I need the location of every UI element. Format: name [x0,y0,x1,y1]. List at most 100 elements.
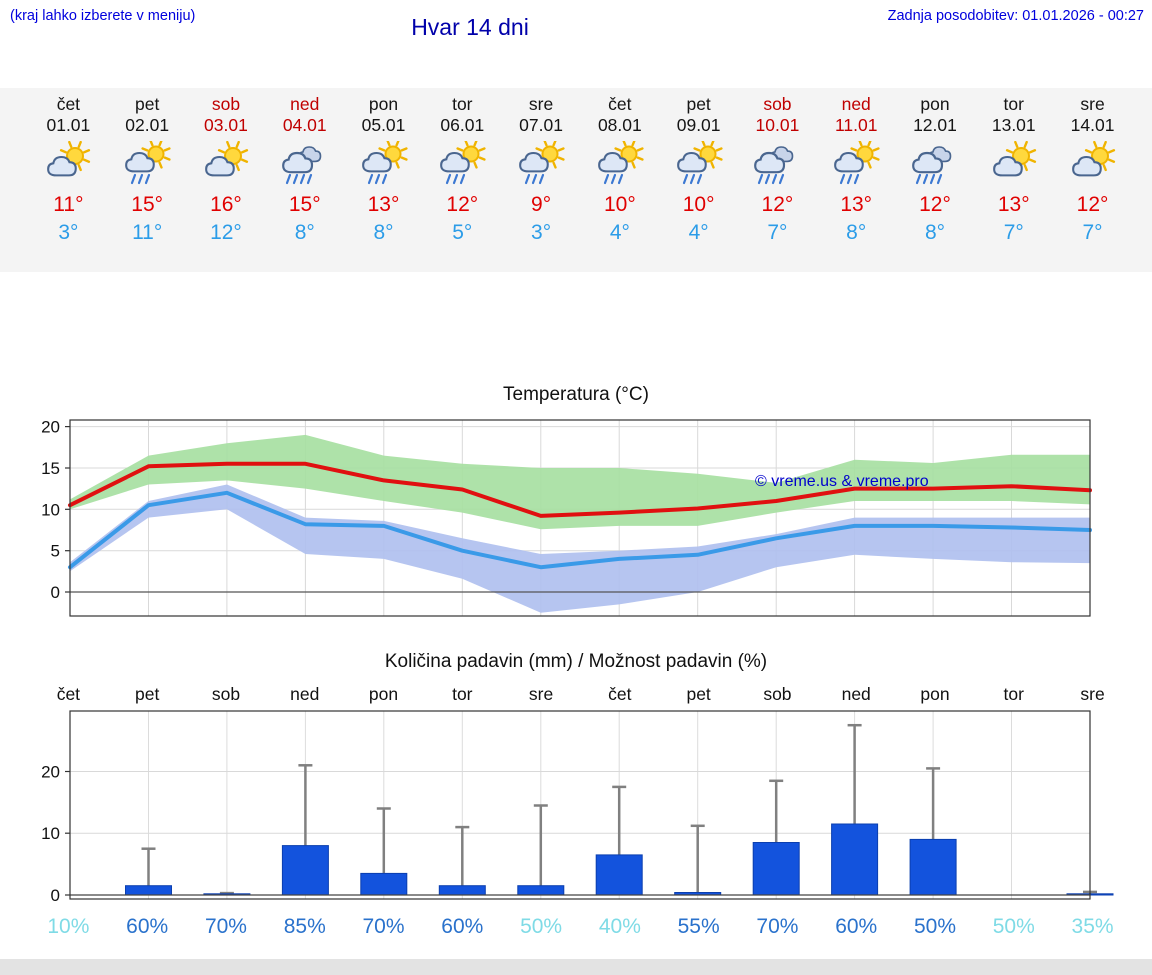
precip-day-label: sob [211,684,241,704]
day-name: ned [290,94,320,114]
low-temp: 8° [846,221,867,244]
high-temp: 10° [682,193,715,216]
precip-day-label: ned [841,684,871,704]
svg-text:10: 10 [41,824,60,843]
precip-day-label: čet [608,684,632,704]
precip-day-label: pet [686,684,711,704]
temperature-chart-block: Temperatura (°C) 0 5 10 15 20 © vreme.us & vr… [0,384,1152,627]
sun-cloud-glyph [1071,140,1115,177]
forecast-day-5: pon 05.01 13° 8° [344,94,423,272]
precip-bar [360,872,408,896]
precip-day-label: ned [290,684,320,704]
day-name: sre [528,94,554,114]
cloud-rain-icon [896,136,975,188]
day-date: 10.01 [755,115,800,135]
precip-day-labels-row: čet pet sob ned pon tor sre čet pet sob ned pon tor s… [0,681,1152,707]
precip-day-label: pon [368,684,399,704]
precip-bar [909,838,957,896]
precip-probability: 85% [283,915,326,938]
precip-probability: 70% [362,915,405,938]
low-temp: 7° [767,221,788,244]
forecast-strip: čet 01.01 11° 3° pet 02.01 15° 11° sob 03.01 16° 12… [0,88,1152,272]
low-temp: 4° [688,221,709,244]
watermark-link[interactable]: © vreme.us & vreme.pro [755,473,929,490]
sun-cloud-rain-glyph [519,139,565,185]
precipitation-chart-block: Količina padavin (mm) / Možnost padavin … [0,651,1152,944]
sun-cloud-rain-glyph [676,139,723,185]
sun-cloud-glyph [47,140,91,177]
day-name: sre [1080,94,1105,114]
forecast-day-2: pet 02.01 15° 11° [108,94,187,272]
min-temp-range-band [70,484,1090,613]
max-temp-line [68,461,1092,518]
precipitation-chart: 0 10 20 [0,707,1152,910]
high-temp: 13° [840,193,873,216]
low-temp: 11° [132,221,163,244]
precip-day-label: sre [528,684,554,704]
sun-cloud-rain-icon [423,136,502,188]
high-temp: 12° [919,193,951,216]
forecast-day-4: ned 04.01 15° 8° [265,94,344,272]
temp-plot-border [69,419,1091,617]
day-name: pet [135,94,160,114]
sun-cloud-rain-icon [108,136,187,188]
sun-cloud-glyph [205,140,249,177]
day-name: pon [920,94,950,114]
min-temp-line [68,490,1092,570]
day-date: 02.01 [125,115,170,135]
low-temp: 3° [531,221,552,244]
page-header: (kraj lahko izberete v meniju) Hvar 14 d… [0,0,1152,88]
svg-text:20: 20 [41,418,60,437]
precip-bar [752,842,800,896]
cloud-rain-icon [738,136,817,188]
high-temp: 10° [603,193,636,216]
precip-probability: 60% [126,915,169,938]
sun-cloud-rain-icon [502,136,581,188]
sun-cloud-rain-icon [817,136,896,188]
high-temp: 15° [288,193,321,216]
page-title: Hvar 14 dni [411,14,529,40]
temperature-chart: 0 5 10 15 20 © vreme.us & vreme.pro [0,414,1152,627]
sun-cloud-rain-icon [580,136,659,188]
last-update-text: Zadnja posodobitev: 01.01.2026 - 00:27 [887,8,1144,24]
low-temp: 8° [294,221,315,244]
precip-probability: 10% [47,915,90,938]
day-name: tor [452,94,473,114]
max-temp-range-band [70,434,1090,530]
precip-day-label: tor [452,684,473,704]
forecast-day-3: sob 03.01 16° 12° [187,94,266,272]
precipitation-chart-title: Količina padavin (mm) / Možnost padavin … [384,651,768,672]
day-name: tor [1003,94,1024,114]
precip-day-label: sob [763,684,792,704]
day-date: 12.01 [913,115,957,135]
precip-bar [438,885,486,896]
day-name: pon [368,94,399,114]
precip-day-label: sre [1080,684,1105,704]
forecast-day-1: čet 01.01 11° 3° [29,94,108,272]
sun-cloud-glyph [992,140,1036,177]
day-name: sob [211,94,241,114]
day-date: 08.01 [597,115,642,135]
precip-day-label: pet [135,684,160,704]
svg-text:10: 10 [41,500,60,519]
precip-probability: 60% [835,915,878,938]
bottom-bar [0,959,1152,975]
high-temp: 13° [367,193,400,216]
forecast-day-7: sre 07.01 9° 3° [502,94,581,272]
low-temp: 7° [1003,221,1024,244]
cloud-rain-glyph [281,146,322,185]
sun-cloud-rain-glyph [834,139,880,185]
svg-text:5: 5 [51,542,60,561]
high-temp: 13° [997,193,1030,216]
svg-text:20: 20 [41,763,60,782]
precip-bar [125,885,172,896]
precip-probability: 70% [756,915,799,938]
cloud-rain-glyph [754,146,794,185]
precip-plot-border [69,710,1091,900]
day-date: 06.01 [440,115,485,135]
precip-bars [125,823,1114,896]
day-date: 09.01 [676,115,721,135]
precip-bar [831,823,879,896]
precip-probability: 70% [204,915,247,938]
sun-cloud-icon [187,136,266,188]
